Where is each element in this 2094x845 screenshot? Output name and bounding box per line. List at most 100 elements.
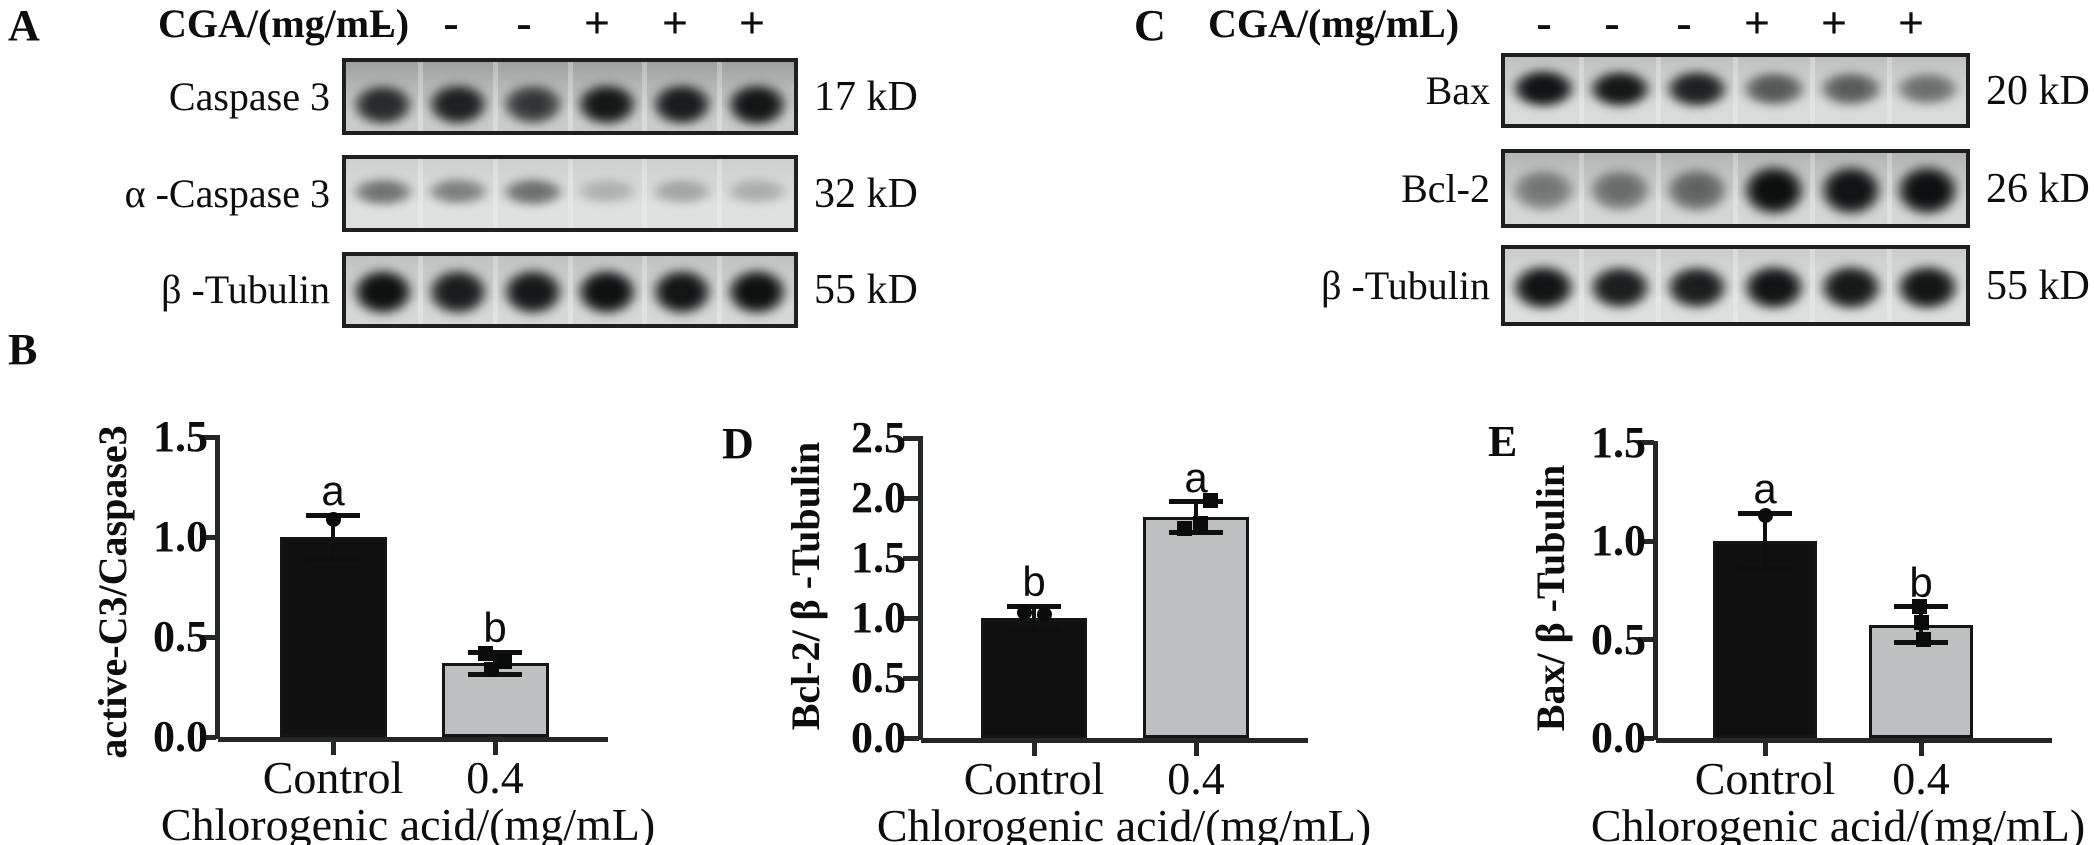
- blot-band: [1584, 66, 1657, 111]
- protein-label: β -Tubulin: [161, 267, 330, 312]
- lane-sign: +: [1897, 0, 1925, 48]
- y-tick-label: 1.5: [851, 533, 906, 582]
- y-tick-label: 0.5: [1591, 614, 1646, 664]
- blot-box: [1501, 245, 1970, 326]
- blot-band: [572, 264, 643, 320]
- bar: [279, 537, 387, 737]
- error-cap: [468, 649, 522, 655]
- blot-background-wash: [346, 62, 794, 131]
- lane-separator: [716, 62, 722, 131]
- blot-band: [1507, 166, 1580, 215]
- blot-band: [497, 81, 568, 129]
- blot-box: [342, 252, 798, 328]
- blot-background-wash: [1505, 249, 1966, 322]
- blot-band: [1660, 165, 1734, 216]
- error-cap: [1007, 627, 1061, 633]
- treatment-header-label: CGA/(mg/mL): [158, 1, 410, 46]
- lane-separator: [1809, 57, 1815, 124]
- bar: [1713, 541, 1817, 738]
- category-label: Control: [1694, 753, 1836, 804]
- blot-band: [646, 177, 718, 207]
- blot-band: [1891, 69, 1964, 108]
- data-point: [1192, 515, 1208, 531]
- lane-sign: -: [443, 0, 459, 48]
- protein-label: Caspase 3: [168, 73, 330, 119]
- significance-letter: b: [483, 604, 507, 651]
- significance-letter: a: [1753, 465, 1777, 513]
- x-tick: [1918, 743, 1924, 756]
- molecular-weight-label: 26 kD: [1986, 165, 2090, 212]
- blot-band: [1891, 161, 1964, 220]
- y-tick: [200, 634, 216, 640]
- lane-separator: [716, 256, 722, 324]
- lane-sign: -: [516, 0, 532, 48]
- blot-band: [1507, 261, 1580, 314]
- blot-band: [721, 177, 792, 206]
- y-tick-label: 2.5: [851, 413, 906, 462]
- category-label: 0.4: [466, 752, 524, 803]
- x-axis: [218, 737, 608, 742]
- lane-separator: [1579, 249, 1585, 322]
- y-axis: [918, 436, 923, 740]
- x-tick: [492, 742, 498, 755]
- lane-separator: [418, 256, 424, 324]
- y-tick: [1638, 735, 1654, 741]
- x-axis-label: Chlorogenic acid/(mg/mL): [876, 800, 1372, 845]
- y-tick: [200, 434, 216, 440]
- blot-band: [1737, 161, 1811, 220]
- panel-letter: B: [8, 325, 38, 374]
- lane-separator: [1886, 153, 1892, 224]
- lane-separator: [567, 159, 573, 228]
- blot-band: [1660, 66, 1734, 111]
- y-tick-label: 0.0: [851, 713, 906, 762]
- category-label: Control: [262, 752, 404, 803]
- panel-letter: C: [1134, 1, 1166, 50]
- data-point: [325, 511, 341, 527]
- y-tick: [1638, 538, 1654, 544]
- y-tick: [903, 555, 919, 561]
- x-axis-label: Chlorogenic acid/(mg/mL): [160, 799, 656, 845]
- y-tick: [200, 534, 216, 540]
- y-axis: [215, 435, 220, 739]
- blot-band: [572, 79, 643, 130]
- panel-letter: A: [8, 1, 40, 50]
- y-tick-label: 0.5: [851, 653, 906, 702]
- blot-band: [348, 175, 419, 208]
- lane-separator: [1733, 153, 1738, 224]
- y-tick: [903, 675, 919, 681]
- blot-box: [342, 155, 798, 232]
- lane-separator: [642, 256, 648, 324]
- lane-sign: +: [583, 0, 611, 48]
- blot-band: [1737, 68, 1811, 109]
- treatment-header-label: CGA/(mg/mL): [1208, 1, 1460, 46]
- error-cap: [1007, 603, 1061, 609]
- data-point: [1036, 606, 1052, 622]
- protein-label: Bax: [1425, 67, 1490, 113]
- lane-separator: [716, 159, 722, 228]
- molecular-weight-label: 55 kD: [814, 267, 918, 313]
- data-point: [1202, 492, 1218, 508]
- blot-background-wash: [1505, 153, 1966, 224]
- error-cap: [1169, 499, 1223, 505]
- blot-band: [1891, 261, 1964, 314]
- bar: [981, 618, 1087, 738]
- lane-separator: [1656, 153, 1662, 224]
- lane-separator: [567, 256, 573, 324]
- protein-label: Bcl-2: [1401, 165, 1490, 211]
- blot-band: [572, 177, 643, 206]
- panel-letter: D: [722, 419, 754, 468]
- data-point: [1176, 520, 1192, 536]
- blot-band: [422, 175, 494, 208]
- molecular-weight-label: 17 kD: [814, 73, 918, 120]
- x-tick: [330, 742, 336, 755]
- category-label: Control: [963, 753, 1105, 804]
- molecular-weight-label: 32 kD: [814, 170, 918, 217]
- error-bar: [1032, 606, 1036, 630]
- x-axis: [921, 738, 1308, 743]
- y-tick: [903, 615, 919, 621]
- lane-sign: -: [376, 0, 392, 48]
- data-point: [1757, 507, 1773, 523]
- panel-letter: E: [1488, 417, 1518, 466]
- lane-separator: [492, 159, 498, 228]
- y-tick-label: 0.5: [153, 612, 208, 661]
